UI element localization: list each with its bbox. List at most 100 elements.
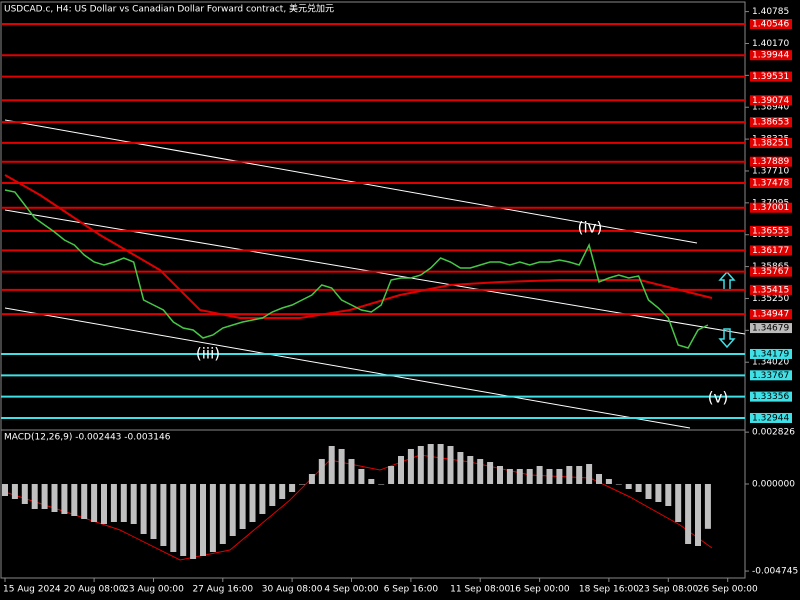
macd-bar	[704, 484, 711, 529]
wave-label: (v)	[708, 389, 729, 407]
channel-line	[4, 119, 698, 244]
level-label: 1.38251	[752, 138, 789, 148]
level-label-box	[750, 225, 792, 236]
macd-bar	[61, 484, 68, 514]
macd-bar	[91, 484, 98, 522]
macd-bar	[239, 484, 246, 530]
y-tick-label: 1.34020	[752, 358, 789, 368]
macd-bar	[368, 478, 375, 484]
x-tick-label: 23 Sep 08:00	[638, 585, 698, 595]
macd-bar	[625, 484, 632, 490]
macd-bar	[615, 484, 622, 485]
macd-bar	[31, 484, 38, 510]
x-tick-label: 6 Sep 16:00	[384, 585, 439, 595]
macd-bar	[71, 484, 78, 516]
level-label: 1.39074	[752, 96, 789, 106]
x-tick-label: 15 Aug 2024	[3, 585, 61, 595]
macd-bar	[328, 446, 335, 484]
level-label-box	[750, 71, 792, 82]
level-label: 1.39531	[752, 72, 789, 82]
wave-label: (iv)	[578, 219, 603, 237]
level-label-box	[750, 412, 792, 423]
macd-bar	[417, 446, 424, 484]
level-label: 1.36553	[752, 226, 789, 236]
macd-bar	[605, 478, 612, 484]
level-label-box	[750, 391, 792, 402]
level-label: 1.34947	[752, 310, 789, 320]
level-label: 1.40546	[752, 19, 789, 29]
level-label: 1.33356	[752, 392, 789, 402]
y-tick-label: -0.004745	[752, 567, 798, 577]
level-label: 1.37478	[752, 178, 789, 188]
level-label-box	[750, 284, 792, 295]
y-tick-label: 1.35250	[752, 294, 789, 304]
level-label-box	[750, 177, 792, 188]
macd-bar	[318, 458, 325, 484]
macd-bar	[685, 484, 692, 544]
macd-bar	[299, 484, 305, 485]
x-tick-label: 11 Sep 08:00	[450, 585, 510, 595]
chart-title: USDCAD.c, H4: US Dollar vs Canadian Doll…	[4, 3, 334, 15]
macd-bar	[140, 484, 147, 534]
level-label-box	[750, 156, 792, 167]
macd-bar	[21, 484, 28, 504]
level-label: 1.35767	[752, 267, 789, 277]
price-label: 1.34679	[752, 324, 789, 334]
macd-bar	[101, 484, 107, 524]
macd-bar	[190, 484, 197, 560]
macd-bar	[289, 484, 296, 492]
macd-bar	[160, 484, 167, 546]
y-tick-label: 1.38940	[752, 103, 789, 113]
macd-bar	[338, 448, 345, 484]
macd-bar	[259, 484, 266, 514]
level-label-box	[750, 202, 792, 213]
macd-bar	[358, 468, 365, 484]
macd-bar	[665, 484, 672, 506]
macd-bar	[229, 484, 236, 536]
macd-bar	[219, 484, 226, 544]
level-label-box	[750, 266, 792, 277]
level-label-box	[750, 245, 792, 256]
macd-bar	[130, 484, 137, 524]
level-label: 1.38653	[752, 118, 789, 128]
macd-bar	[506, 468, 513, 484]
macd-bar	[516, 468, 523, 484]
level-label: 1.37001	[752, 203, 789, 213]
macd-bar	[447, 446, 454, 484]
macd-bar	[675, 484, 682, 522]
macd-bar	[378, 484, 385, 485]
level-label: 1.39944	[752, 51, 789, 61]
macd-bar	[596, 474, 602, 484]
macd-bar	[209, 484, 216, 552]
y-tick-label: 1.40785	[752, 7, 789, 17]
macd-bar	[427, 444, 434, 484]
level-label: 1.34179	[752, 349, 789, 359]
macd-bar	[170, 484, 177, 552]
macd-bar	[536, 466, 543, 484]
level-label: 1.32944	[752, 413, 789, 423]
macd-bar	[81, 484, 88, 520]
macd-bar	[200, 484, 206, 556]
macd-bar	[269, 484, 276, 506]
macd-bar	[546, 468, 553, 484]
macd-bar	[41, 484, 48, 510]
y-tick-label: 0.000000	[752, 480, 795, 490]
macd-bar	[150, 484, 157, 540]
macd-bar	[635, 484, 642, 492]
macd-bar	[279, 484, 286, 500]
macd-bar	[556, 468, 563, 484]
y-tick-label: 0.002826	[752, 428, 795, 438]
macd-bar	[457, 452, 464, 484]
macd-bar	[388, 466, 395, 484]
macd-pane-frame	[0, 429, 746, 579]
x-tick-label: 27 Aug 16:00	[192, 585, 253, 595]
channel-line	[4, 307, 691, 429]
x-tick-label: 18 Sep 16:00	[579, 585, 639, 595]
macd-bar	[586, 464, 593, 484]
macd-bar	[576, 466, 583, 484]
x-tick-label: 4 Sep 00:00	[324, 585, 379, 595]
level-label: 1.35415	[752, 285, 789, 295]
macd-bar	[11, 484, 18, 500]
y-tick-label: 1.37710	[752, 166, 789, 176]
